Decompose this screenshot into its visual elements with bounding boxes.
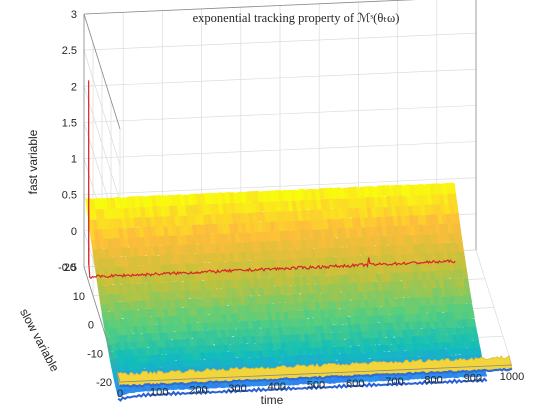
box-edge	[83, 0, 417, 15]
surface-patch	[146, 195, 153, 207]
y-axis-label: slow variable	[17, 306, 62, 374]
surface-patch	[318, 187, 325, 200]
surface-patch	[463, 277, 470, 288]
x-tick-label: 300	[228, 383, 246, 395]
surface-patch	[130, 196, 137, 208]
surface-patch	[470, 318, 477, 328]
y-tick-label: 0	[88, 320, 94, 332]
grid-line-z	[83, 68, 477, 87]
trajectory	[88, 80, 456, 280]
surface-patch	[367, 185, 375, 198]
surface-front-edge	[117, 377, 488, 402]
surface-patch	[167, 194, 174, 207]
x-tick-label: 1000	[500, 371, 524, 383]
grid-line-z	[83, 141, 477, 159]
grid-line-z	[83, 177, 477, 196]
x-tick-label: 200	[189, 385, 207, 397]
surface	[85, 182, 513, 402]
surface-patch	[396, 184, 403, 197]
surface-patch	[474, 340, 481, 348]
trajectory-line	[88, 80, 456, 280]
y-tick-label: -10	[87, 348, 103, 360]
y-tick-label: 10	[73, 291, 85, 303]
y-tick-label: 20	[64, 262, 76, 274]
tick-labels: 0 100 200 300 400 500 600 700 800 900 1000-20-1001…	[58, 9, 524, 400]
z-tick-label: 2.5	[62, 45, 77, 57]
z-tick-label: 1.5	[62, 117, 77, 129]
z-tick-label: 2	[71, 81, 77, 93]
chart-title: exponential tracking property of ℳˢ(θₜω)	[193, 11, 400, 25]
box-edge	[83, 13, 121, 130]
surface-patch	[480, 371, 488, 377]
z-tick-label: 1	[71, 154, 77, 166]
x-tick-label: 400	[268, 381, 286, 393]
y-axis-line	[83, 266, 121, 383]
x-tick-label: 600	[346, 378, 364, 390]
x-axis-line	[119, 364, 513, 383]
z-tick-label: 0	[71, 226, 77, 238]
x-tick-label: 500	[307, 380, 325, 392]
z-axis-label: fast variable	[26, 129, 40, 194]
x-tick-label: 700	[385, 376, 403, 388]
surface-patch	[245, 191, 252, 203]
surface-patch	[150, 195, 158, 207]
surface-patch	[467, 302, 474, 312]
grid-line-z	[83, 105, 477, 123]
second-sheet-edge	[119, 367, 513, 388]
z-tick-label: 3	[71, 9, 77, 21]
x-tick-label: 900	[464, 373, 482, 385]
surface-patch	[453, 212, 461, 224]
x-tick-label: 100	[150, 386, 168, 398]
x-axis-label: time	[261, 393, 284, 407]
surface-patch	[455, 222, 462, 234]
surface-patch	[249, 190, 256, 203]
x-tick-label: 800	[424, 374, 442, 386]
surface-patch	[449, 182, 456, 194]
z-tick-label: -0.5	[58, 262, 77, 274]
axes	[83, 14, 513, 383]
z-tick-label: 0.5	[62, 190, 77, 202]
grid-line-z	[83, 32, 477, 51]
x-tick-label: 0	[117, 388, 123, 400]
y-tick-label: -20	[96, 377, 112, 389]
